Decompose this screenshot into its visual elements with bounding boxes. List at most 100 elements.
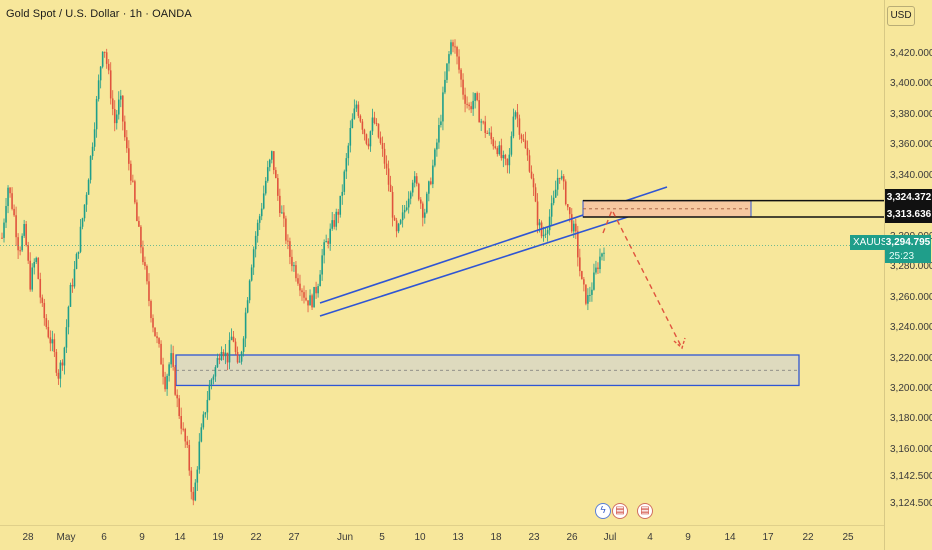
candle-body [375,122,378,124]
candle-body [283,212,285,219]
candle-body [544,233,547,235]
candle-body [367,143,370,147]
candle-body [297,278,299,284]
candle-body [502,154,505,159]
candle-body [61,362,64,366]
candle-body [198,441,201,470]
candle-body [162,364,164,377]
candle-body [73,268,76,287]
candle-body [224,352,227,357]
candle-body [258,216,261,223]
candle-body [341,191,344,196]
candle-body [421,203,424,218]
projection-arrowhead [673,337,686,350]
candle-body [196,469,199,483]
candle-body [470,106,472,110]
candle-body [190,470,193,492]
candle-body [51,339,54,344]
candle-body [107,63,110,71]
candle-body [377,123,380,138]
candle-body [273,151,275,171]
candle-body [564,181,567,205]
candle-body [311,295,313,308]
candle-body [293,265,295,267]
candle-body [99,66,102,81]
candle-body [309,295,311,306]
candle-body [33,261,36,268]
candle-body [254,235,257,250]
candle-body [430,181,432,185]
candle-body [5,206,7,223]
candle-body [536,201,539,226]
us-flag-event-icon-2[interactable]: ▤ [637,503,653,519]
candle-body [419,199,422,204]
candle-body [381,143,384,149]
candle-body [363,129,366,135]
candle-body [115,114,118,124]
time-tick-label: 9 [139,532,145,543]
price-tick-label: 3,124.500 [890,498,932,509]
candle-body [260,208,263,217]
currency-button[interactable]: USD [887,6,915,26]
candle-body [67,306,70,328]
candle-body [355,104,358,109]
candle-body [128,148,130,164]
candle-body [417,183,420,200]
candle-body [413,176,416,183]
candle-body [156,336,158,339]
candle-body [462,79,464,95]
candle-body [331,220,333,229]
candle-body [446,63,448,80]
candle-body [117,99,120,115]
time-tick-label: 26 [566,532,578,543]
time-tick-label: 28 [22,532,34,543]
candle-body [383,148,386,164]
us-flag-event-icon[interactable]: ▤ [612,503,628,519]
candle-body [570,214,573,232]
time-tick-label: 14 [724,532,736,543]
candle-body [252,249,255,268]
candle-body [597,267,599,270]
candle-body [448,54,450,64]
candle-body [442,92,444,122]
candle-body [345,158,348,172]
candle-body [71,284,74,287]
lightning-event-icon[interactable]: ϟ [595,503,611,519]
candle-body [579,257,581,272]
time-tick-label: 4 [647,532,653,543]
candle-body [528,155,531,172]
candle-body [138,221,140,227]
candle-body [25,223,27,246]
candle-body [589,294,591,296]
candle-body [339,195,342,215]
candle-body [154,327,156,337]
candle-body [176,394,178,399]
candle-body [17,237,19,251]
candle-body [387,168,390,185]
candle-body [424,212,426,218]
chart-title: Gold Spot / U.S. Dollar · 1h · OANDA [6,8,192,20]
candle-body [75,253,78,269]
candle-body [303,292,305,298]
resistance-top-price-label: 3,324.372 [885,189,932,206]
candle-body [333,220,336,227]
candle-body [11,193,13,209]
candle-body [317,286,319,294]
candle-body [160,343,162,365]
candle-body [391,191,394,218]
candle-body [194,482,197,501]
candle-body [91,146,94,157]
candle-body [65,327,68,348]
candle-body [140,226,142,248]
candle-body [478,100,480,123]
candle-body [552,197,555,204]
candle-body [351,118,354,128]
candle-body [524,140,527,149]
candle-body [313,286,315,308]
candle-body [109,70,112,99]
candle-body [152,318,154,328]
candle-body [389,184,392,192]
candle-body [371,117,374,132]
